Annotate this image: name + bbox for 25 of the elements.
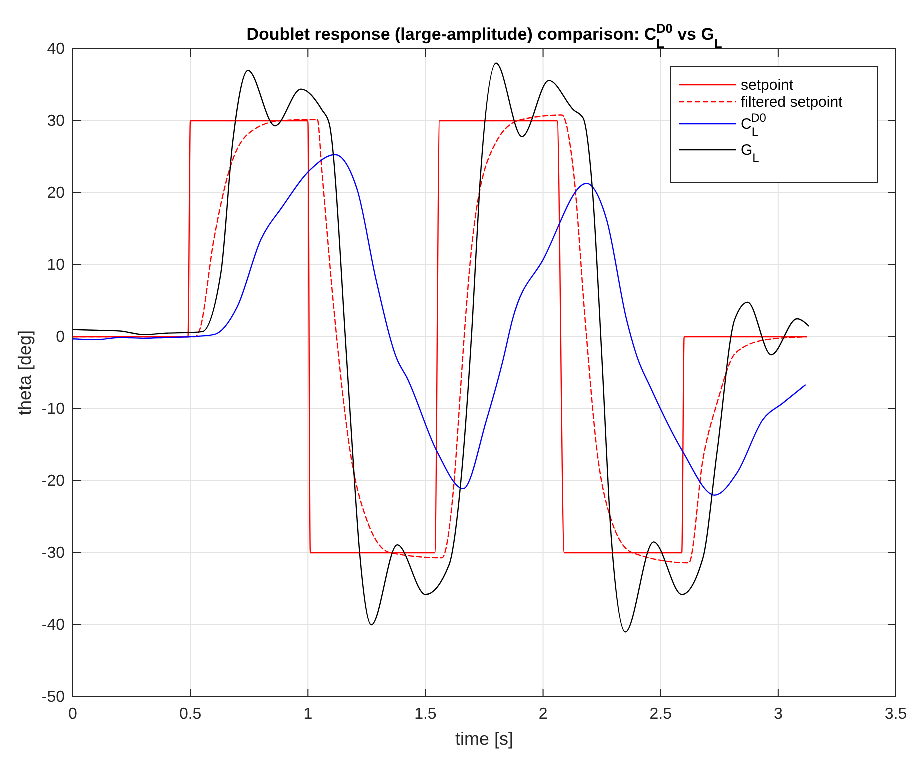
y-tick-label: 0 bbox=[56, 329, 66, 346]
y-tick-label: -30 bbox=[42, 545, 66, 562]
x-axis-title: time [s] bbox=[455, 729, 514, 749]
x-tick-label: 1 bbox=[304, 706, 313, 723]
line-series bbox=[72, 154, 806, 496]
chart-title: Doublet response (large-amplitude) comparison: C$_{L}$$^{D0}$ vs G$_{L}$ bbox=[246, 20, 722, 50]
legend-label: G$_{L}$ bbox=[741, 142, 760, 165]
legend-label: setpoint bbox=[741, 77, 794, 94]
y-tick-label: -50 bbox=[42, 689, 66, 706]
x-tick-label: 0 bbox=[68, 706, 78, 723]
y-tick-label: 40 bbox=[47, 41, 66, 58]
y-tick-label: 30 bbox=[47, 113, 66, 130]
x-tick-label: 2.5 bbox=[650, 706, 672, 723]
y-tick-label: -20 bbox=[42, 473, 66, 490]
x-tick-label: 0.5 bbox=[179, 706, 202, 723]
y-tick-label: -10 bbox=[42, 401, 66, 418]
legend-label: filtered setpoint bbox=[741, 94, 844, 111]
y-tick-label: -40 bbox=[42, 617, 66, 634]
y-tick-label: 20 bbox=[47, 185, 66, 202]
x-tick-label: 2 bbox=[538, 706, 548, 723]
y-axis-title: theta [deg] bbox=[15, 330, 35, 416]
x-tick-label: 3.5 bbox=[884, 706, 908, 723]
x-tick-label: 1.5 bbox=[414, 706, 437, 723]
y-tick-label: 10 bbox=[47, 257, 66, 274]
x-tick-label: 3 bbox=[774, 706, 783, 723]
